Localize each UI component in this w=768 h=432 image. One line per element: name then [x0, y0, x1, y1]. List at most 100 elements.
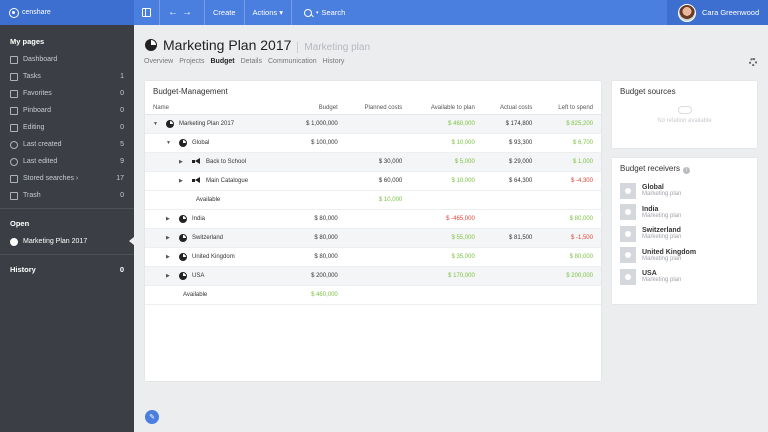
gear-icon[interactable]: [749, 58, 757, 66]
dashboard-icon: [10, 55, 18, 64]
create-button[interactable]: Create: [205, 0, 245, 25]
row-name: Main Catalogue: [206, 177, 249, 184]
sidebar-item-tasks[interactable]: Tasks 1: [0, 68, 134, 85]
sidebar-item-pinboard[interactable]: Pinboard 0: [0, 102, 134, 119]
expand-toggle-icon[interactable]: ▶: [166, 215, 170, 222]
expand-toggle-icon[interactable]: ▶: [166, 234, 170, 241]
table-row[interactable]: ▶ Switzerland $ 80,000 $ 55,000 $ 81,500 $ -1…: [145, 228, 601, 248]
sidebar-item-trash[interactable]: Trash 0: [0, 187, 134, 204]
link-icon: [677, 106, 692, 114]
user-menu[interactable]: Cara Greenwood: [667, 0, 768, 25]
brand-logo[interactable]: censhare: [0, 0, 134, 25]
cell-planned: [345, 228, 411, 248]
column-header-left-to-spend[interactable]: Left to spend: [540, 102, 601, 115]
marketing-plan-icon: [179, 138, 187, 147]
cell-left: [540, 190, 601, 210]
pin-button[interactable]: ✎: [145, 410, 159, 424]
actions-menu-button[interactable]: Actions ▾: [245, 0, 292, 25]
collapse-toggle-icon[interactable]: ▼: [153, 120, 158, 127]
brand-name: censhare: [22, 9, 51, 16]
info-icon[interactable]: i: [683, 167, 691, 174]
sidebar-item-editing[interactable]: Editing 0: [0, 119, 134, 136]
receiver-type: Marketing plan: [642, 255, 682, 262]
sidebar-item-last-edited[interactable]: Last edited 9: [0, 153, 134, 170]
forward-arrow-icon[interactable]: →: [182, 7, 196, 18]
sidebar-item-label: Editing: [23, 124, 45, 131]
table-row[interactable]: ▶ Main Catalogue $ 60,000 $ 10,000 $ 64,300 $…: [145, 171, 601, 191]
column-header-budget[interactable]: Budget: [289, 102, 346, 115]
cell-left: $ -4,300: [540, 171, 601, 191]
pencil-icon: [10, 123, 18, 132]
search-icon: [10, 174, 18, 183]
cell-available: $ 55,000: [410, 228, 483, 248]
receiver-type: Marketing plan: [642, 234, 682, 241]
receiver-item-united-kingdom[interactable]: United Kingdom Marketing plan: [612, 245, 757, 267]
expand-toggle-icon[interactable]: ▶: [179, 158, 183, 165]
table-row[interactable]: ▼ Marketing Plan 2017 $ 1,000,000 $ 460,000…: [145, 114, 601, 134]
table-row[interactable]: Available $ 10,000: [145, 190, 601, 210]
sidebar-item-marketing-plan[interactable]: Marketing Plan 2017: [0, 233, 134, 250]
table-row[interactable]: ▶ USA $ 200,000 $ 170,000 $ 200,000: [145, 266, 601, 286]
empty-state: No relation available: [612, 102, 757, 124]
cell-available: $ 10,000: [410, 171, 483, 191]
column-header-name[interactable]: Name: [145, 102, 290, 115]
table-row[interactable]: Available $ 460,000: [145, 285, 601, 305]
column-header-actual-costs[interactable]: Actual costs: [482, 102, 541, 115]
table-row[interactable]: ▶ Back to School $ 30,000 $ 5,000 $ 29,000 $ …: [145, 152, 601, 172]
sidebar-item-count: 1: [120, 73, 124, 80]
row-name: Marketing Plan 2017: [179, 120, 235, 127]
expand-toggle-icon[interactable]: ▶: [179, 177, 183, 184]
cell-actual: $ 93,300: [482, 133, 541, 153]
back-arrow-icon[interactable]: ←: [168, 7, 182, 18]
clock-icon: [10, 140, 18, 149]
tab-history[interactable]: History: [322, 58, 345, 65]
table-row[interactable]: ▶ United Kingdom $ 80,000 $ 35,000 $ 80,000: [145, 247, 601, 267]
trash-icon: [10, 191, 18, 200]
sidebar-divider: [0, 208, 134, 209]
receiver-item-usa[interactable]: USA Marketing plan: [612, 266, 757, 288]
cell-budget: $ 200,000: [289, 266, 346, 286]
tab-details[interactable]: Details: [240, 58, 262, 65]
receiver-type: Marketing plan: [642, 212, 682, 219]
pin-icon: [10, 106, 18, 115]
expand-toggle-icon[interactable]: ▶: [166, 272, 170, 279]
receiver-item-switzerland[interactable]: Switzerland Marketing plan: [612, 223, 757, 245]
column-header-planned-costs[interactable]: Planned costs: [345, 102, 411, 115]
cell-actual: $ 81,500: [482, 228, 541, 248]
row-name: Available: [183, 291, 208, 298]
receiver-name: Switzerland: [642, 227, 681, 235]
row-name: United Kingdom: [192, 253, 235, 260]
sidebar-item-count: 9: [120, 158, 124, 165]
pin-icon: ✎: [149, 414, 155, 421]
tab-projects[interactable]: Projects: [179, 58, 205, 65]
toggle-sidebar-button[interactable]: [134, 0, 160, 25]
tab-budget[interactable]: Budget: [210, 58, 235, 65]
tab-overview[interactable]: Overview: [144, 58, 174, 65]
budget-sources-panel: Budget sources No relation available: [612, 81, 757, 148]
sidebar-history[interactable]: History 0: [0, 259, 134, 280]
panel-title: Budget-Management: [153, 87, 228, 96]
sidebar-item-stored-searches[interactable]: Stored searches › 17: [0, 170, 134, 187]
cell-planned: $ 60,000: [345, 171, 411, 191]
cell-budget: [289, 152, 346, 172]
page-subtitle: Marketing plan: [297, 42, 370, 53]
cell-available: [410, 285, 483, 305]
sidebar-item-dashboard[interactable]: Dashboard: [0, 51, 134, 68]
receiver-item-global[interactable]: Global Marketing plan: [612, 180, 757, 202]
receiver-item-india[interactable]: India Marketing plan: [612, 202, 757, 224]
expand-toggle-icon[interactable]: ▶: [166, 253, 170, 260]
sidebar-item-label: Trash: [23, 192, 41, 199]
tab-communication[interactable]: Communication: [268, 58, 317, 65]
sidebar-item-count: 0: [120, 90, 124, 97]
cell-planned: [345, 285, 411, 305]
table-row[interactable]: ▼ Global $ 100,000 $ 10,000 $ 93,300 $ 6,700: [145, 133, 601, 153]
collapse-toggle-icon[interactable]: ▼: [166, 139, 171, 146]
table-row[interactable]: ▶ India $ 80,000 $ -465,000 $ 80,000: [145, 209, 601, 229]
cell-left: [540, 285, 601, 305]
sidebar-item-last-created[interactable]: Last created 5: [0, 136, 134, 153]
search-box[interactable]: ▾ Search: [292, 8, 345, 17]
receiver-name: United Kingdom: [642, 248, 697, 256]
sidebar-item-favorites[interactable]: Favorites 0: [0, 85, 134, 102]
cell-planned: [345, 266, 411, 286]
column-header-available-to-plan[interactable]: Available to plan: [410, 102, 483, 115]
